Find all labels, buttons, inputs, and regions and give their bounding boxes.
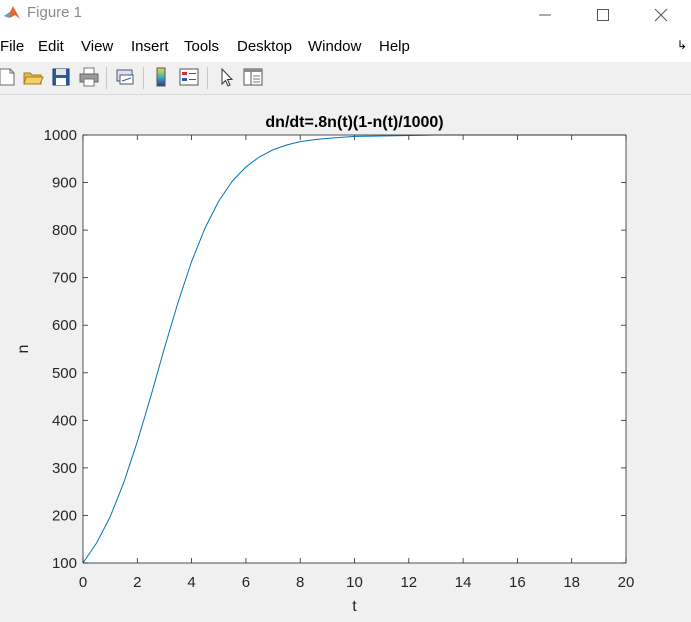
y-axis-label: n (15, 345, 32, 354)
menu-tools-label: Tools (184, 38, 220, 55)
axes-background (83, 135, 626, 563)
menu-view[interactable]: View V (81, 38, 113, 55)
menu-edit[interactable]: Edit E (38, 38, 64, 55)
minimize-icon (539, 14, 551, 16)
x-tick-label: 18 (563, 574, 580, 591)
y-tick-label: 600 (52, 317, 77, 334)
chart-title: dn/dt=.8n(t)(1-n(t)/1000) (265, 114, 443, 131)
x-tick-label: 16 (509, 574, 526, 591)
x-tick-label: 8 (296, 574, 304, 591)
figure-canvas: 0 2 4 6 8 10 12 14 16 18 20 100 200 300 400 500 600 700 80… (0, 95, 691, 617)
menu-view-label: View (81, 38, 114, 55)
tick-labels: 0 2 4 6 8 10 12 14 16 18 20 100 200 300 400 500 600 700 80… (44, 127, 635, 591)
menu-file[interactable]: File F (0, 38, 24, 55)
menu-help-mnemonic: H (379, 38, 388, 55)
menu-file-mnemonic: F (0, 38, 9, 55)
menu-edit-label: Edit (38, 38, 64, 55)
menu-help[interactable]: Help H (379, 38, 410, 55)
y-tick-label: 700 (52, 270, 77, 287)
y-tick-label: 500 (52, 365, 77, 382)
close-icon (654, 8, 668, 22)
menu-desktop[interactable]: Desktop D (237, 38, 292, 55)
x-tick-label: 20 (618, 574, 635, 591)
x-tick-label: 12 (400, 574, 417, 591)
menu-insert[interactable]: Insert I (131, 38, 169, 55)
menu-file-label: File (0, 38, 25, 55)
menu-desktop-label: Desktop (237, 38, 293, 55)
y-tick-label: 900 (52, 175, 77, 192)
figure-toolbar (0, 62, 691, 95)
open-file-icon[interactable] (22, 66, 44, 88)
link-plot-icon[interactable] (114, 66, 136, 88)
menu-window-label: Window (308, 38, 362, 55)
edit-plot-pointer-icon[interactable] (215, 66, 237, 88)
close-button[interactable] (638, 0, 684, 30)
toolbar-separator (143, 67, 144, 89)
x-tick-label: 14 (455, 574, 472, 591)
x-axis-label: t (352, 598, 357, 615)
y-tick-label: 800 (52, 222, 77, 239)
plot-chart[interactable]: 0 2 4 6 8 10 12 14 16 18 20 100 200 300 400 500 600 700 80… (0, 95, 691, 617)
x-tick-label: 0 (79, 574, 87, 591)
maximize-button[interactable] (580, 0, 626, 30)
y-tick-label: 400 (52, 412, 77, 429)
x-tick-label: 2 (133, 574, 141, 591)
dock-figure-arrow-icon[interactable]: ↳ (677, 38, 688, 52)
menu-desktop-mnemonic: D (237, 38, 246, 55)
maximize-icon (597, 9, 609, 21)
menu-window-mnemonic: W (308, 38, 317, 55)
y-tick-label: 200 (52, 507, 77, 524)
toolbar-separator (106, 67, 107, 89)
menu-help-label: Help (379, 38, 410, 55)
toolbar-separator (207, 67, 208, 89)
window-title: Figure 1 (27, 4, 83, 21)
menu-window[interactable]: Window W (308, 38, 361, 55)
y-tick-label: 100 (52, 555, 77, 572)
menu-view-mnemonic: V (81, 38, 90, 55)
x-tick-label: 6 (242, 574, 250, 591)
insert-legend-icon[interactable] (178, 66, 200, 88)
print-icon[interactable] (78, 66, 100, 88)
axes-box (82, 134, 627, 564)
menu-tools-mnemonic: T (184, 38, 193, 55)
insert-colorbar-icon[interactable] (150, 66, 172, 88)
new-figure-icon[interactable] (0, 66, 18, 88)
menu-bar: File F Edit E View V Insert I Tools T De… (0, 30, 691, 62)
menu-insert-mnemonic: I (131, 38, 140, 55)
matlab-logo-icon (2, 3, 22, 23)
title-bar: Figure 1 (0, 0, 691, 30)
menu-insert-label: Insert (131, 38, 169, 55)
property-inspector-icon[interactable] (242, 66, 264, 88)
menu-edit-mnemonic: E (38, 38, 47, 55)
save-icon[interactable] (50, 66, 72, 88)
minimize-button[interactable] (522, 0, 568, 30)
x-tick-label: 10 (346, 574, 363, 591)
y-tick-label: 300 (52, 460, 77, 477)
x-tick-label: 4 (187, 574, 195, 591)
y-tick-label: 1000 (44, 127, 77, 144)
menu-tools[interactable]: Tools T (184, 38, 219, 55)
